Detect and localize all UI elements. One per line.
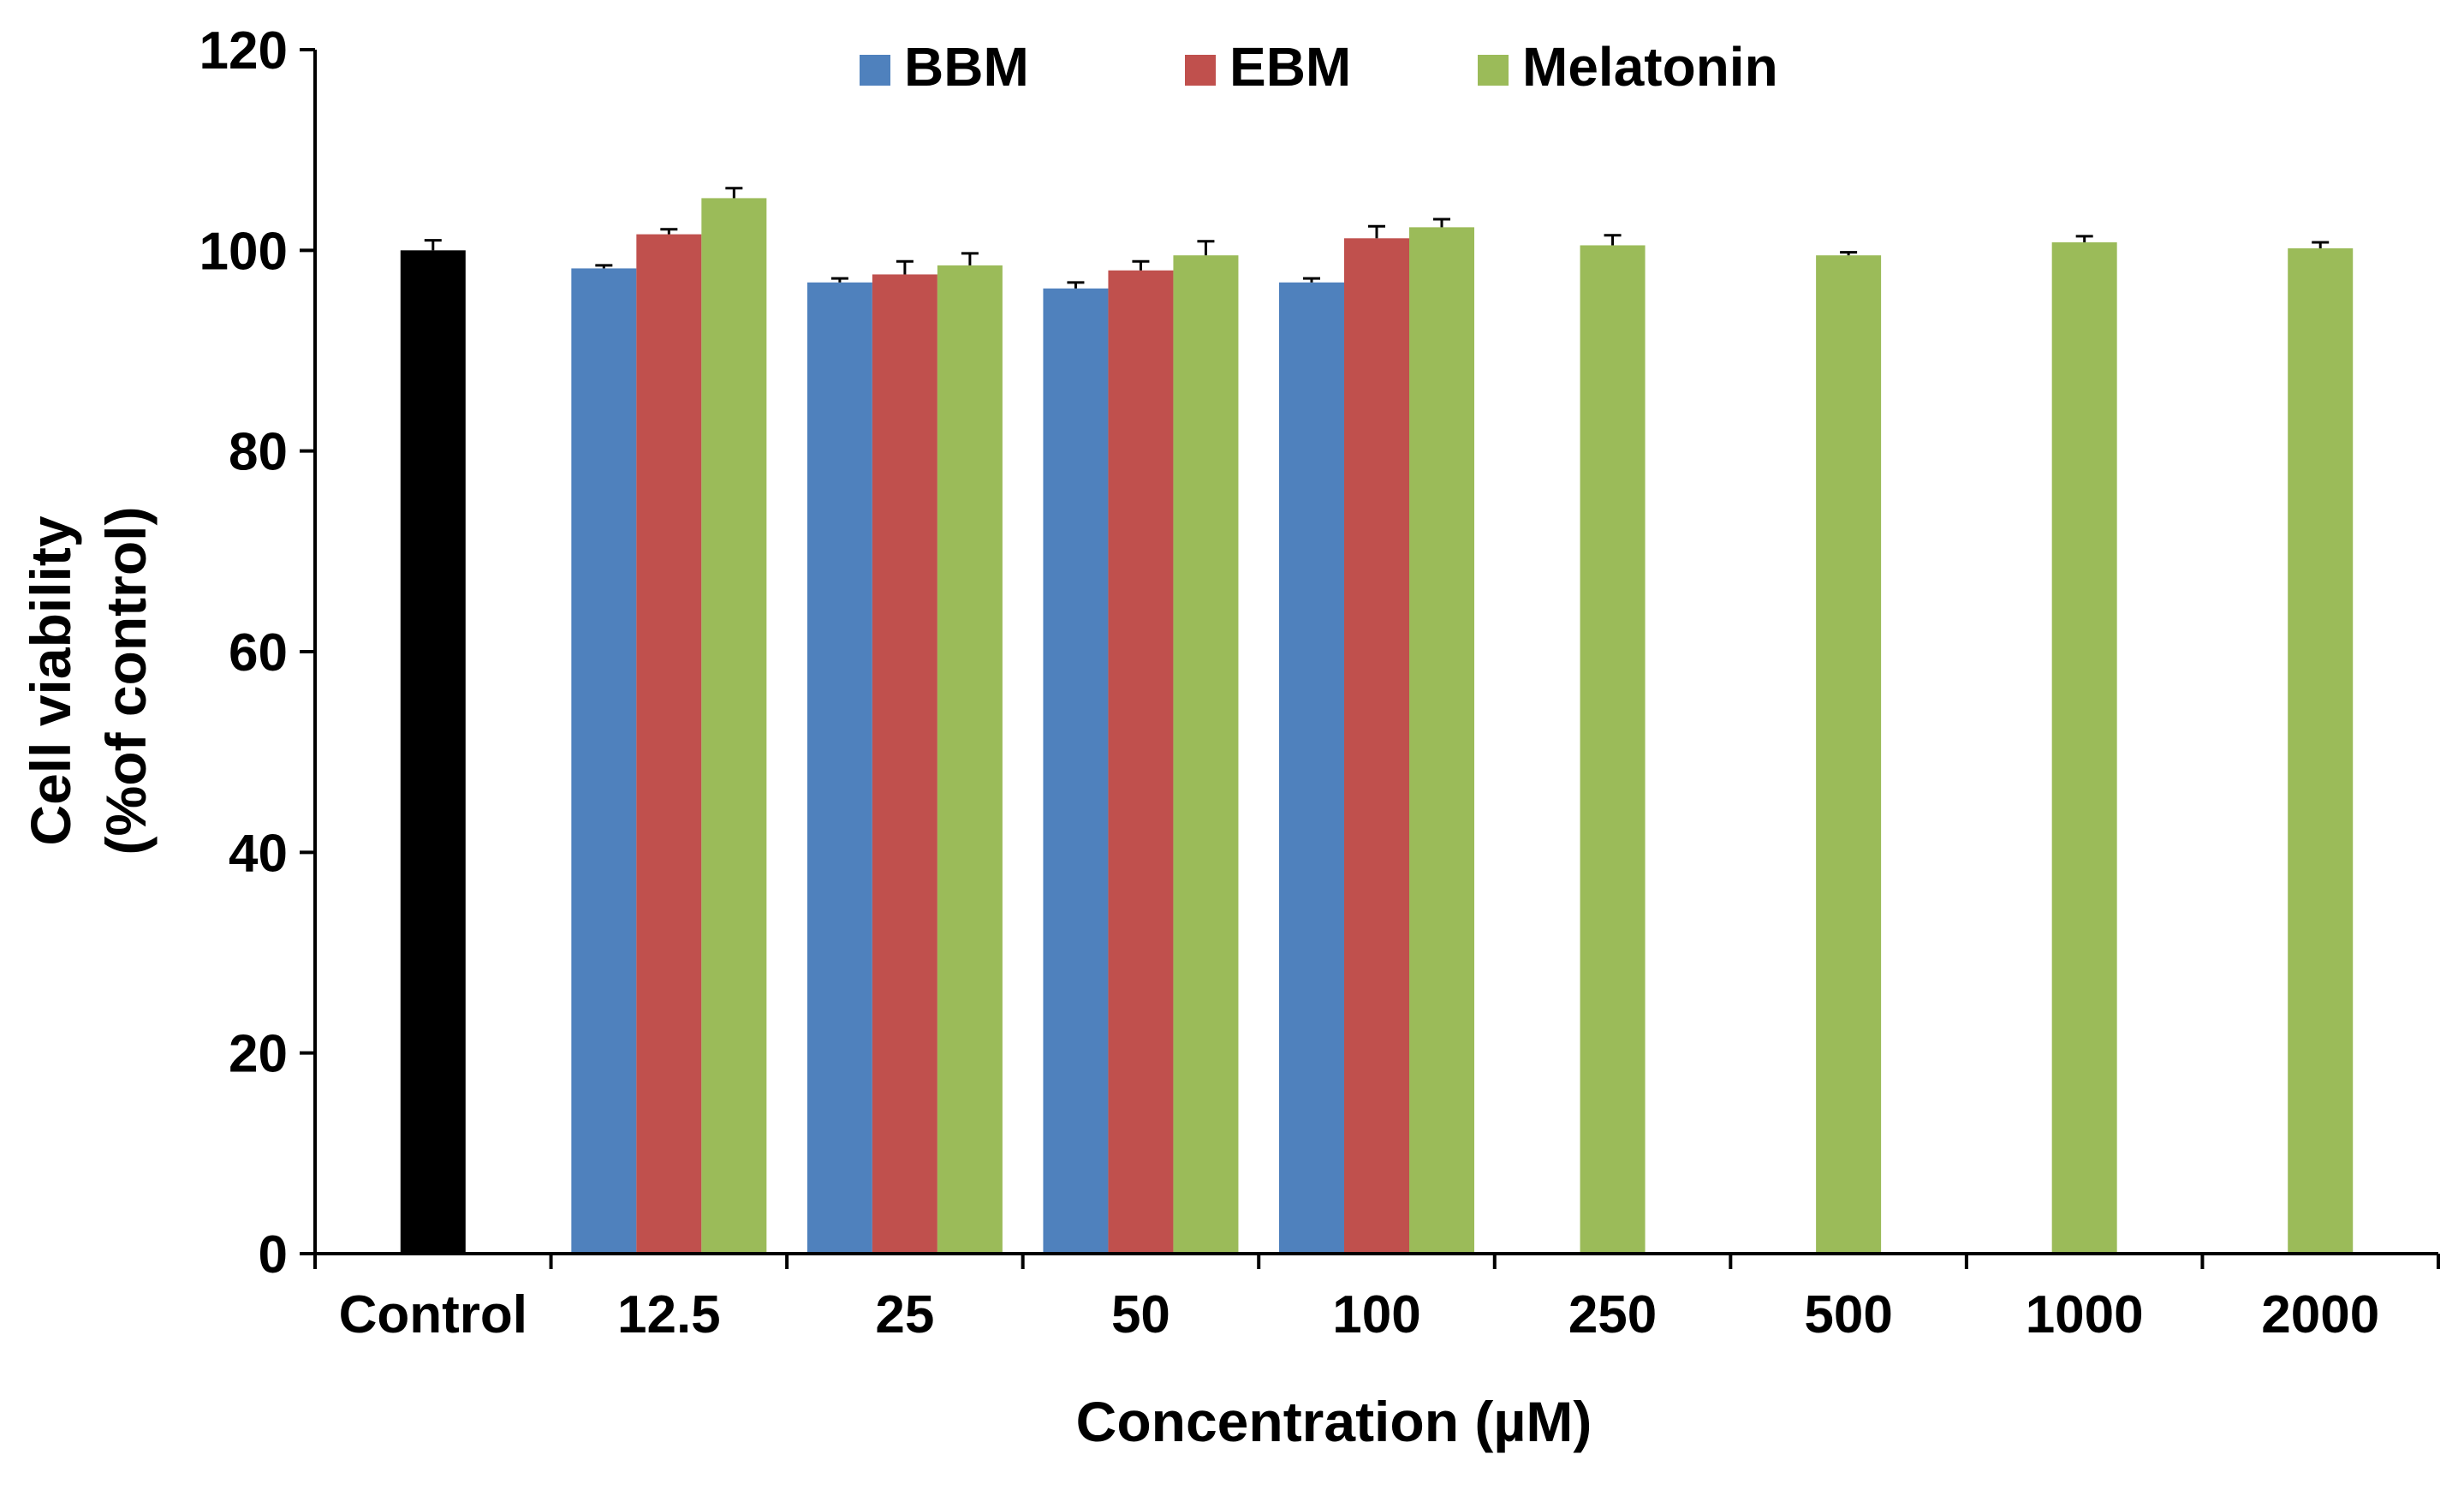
bar-bbm-25 (806, 282, 872, 1254)
x-tick-label-250: 250 (1568, 1285, 1657, 1344)
legend-label-bbm: BBM (904, 36, 1029, 98)
y-tick-label-0: 0 (259, 1225, 288, 1284)
bar-ebm-12-5 (636, 234, 702, 1254)
x-axis-title: Concentration (µM) (1076, 1390, 1592, 1453)
bar-melatonin-500 (1816, 255, 1882, 1255)
y-tick-label-100: 100 (199, 222, 288, 281)
y-axis-title: Cell viability (%of control) (19, 507, 158, 855)
x-tick-label-control: Control (339, 1285, 527, 1344)
bar-melatonin-12-5 (701, 198, 767, 1255)
bar-bbm-50 (1043, 288, 1109, 1254)
x-tick-label-12-5: 12.5 (617, 1285, 721, 1344)
bar-ebm-50 (1108, 270, 1174, 1255)
x-tick-label-2000: 2000 (2261, 1285, 2379, 1344)
bar-control-control (400, 250, 466, 1254)
y-tick-label-40: 40 (229, 824, 288, 883)
x-ticks: Control 12.5 25 50 100 250 500 1000 2000 (313, 1254, 2440, 1344)
bar-melatonin-250 (1580, 245, 1646, 1255)
bar-melatonin-100 (1409, 227, 1474, 1254)
y-ticks: 0 20 40 60 80 100 120 (199, 21, 315, 1284)
bar-melatonin-50 (1173, 255, 1239, 1255)
y-axis-title-line2: (%of control) (94, 507, 158, 855)
legend-label-ebm: EBM (1229, 36, 1351, 98)
bar-melatonin-25 (937, 265, 1003, 1254)
y-tick-label-120: 120 (199, 21, 288, 80)
bars-layer (400, 198, 2354, 1255)
legend-label-melatonin: Melatonin (1522, 36, 1778, 98)
x-tick-label-100: 100 (1332, 1285, 1420, 1344)
y-tick-label-60: 60 (229, 623, 288, 682)
x-tick-label-50: 50 (1111, 1285, 1170, 1344)
error-bars-layer (424, 187, 2330, 289)
bar-bbm-12-5 (571, 268, 637, 1254)
bar-ebm-25 (872, 274, 937, 1254)
y-tick-label-20: 20 (229, 1025, 288, 1084)
bar-melatonin-1000 (2051, 241, 2117, 1255)
bar-melatonin-2000 (2288, 247, 2354, 1254)
bar-bbm-100 (1279, 282, 1344, 1254)
y-tick-label-80: 80 (229, 423, 288, 482)
legend-swatch-ebm (1185, 55, 1216, 86)
legend-swatch-melatonin (1478, 55, 1509, 86)
x-tick-label-25: 25 (875, 1285, 934, 1344)
x-tick-label-500: 500 (1804, 1285, 1892, 1344)
legend: BBM EBM Melatonin (860, 36, 1778, 98)
bar-ebm-100 (1344, 238, 1409, 1255)
legend-swatch-bbm (860, 55, 890, 86)
y-axis-title-line1: Cell viability (19, 516, 82, 845)
x-tick-label-1000: 1000 (2026, 1285, 2144, 1344)
